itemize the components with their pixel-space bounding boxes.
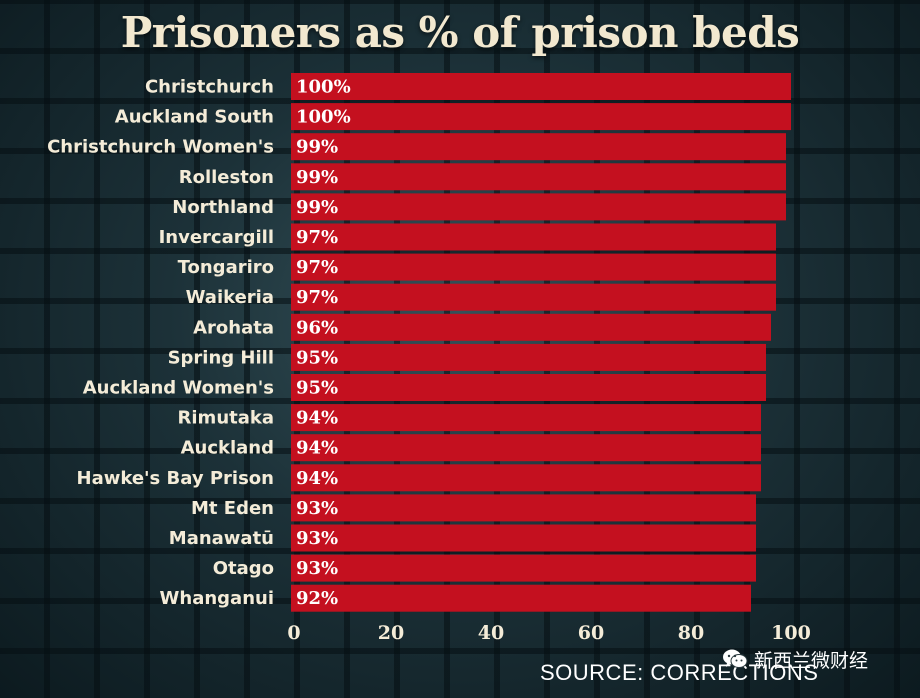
x-tick-label: 0	[287, 622, 300, 644]
bar	[291, 313, 771, 341]
category-label: Auckland South	[115, 107, 274, 128]
x-tick-label: 80	[678, 622, 704, 644]
category-label: Mt Eden	[191, 498, 274, 519]
bar	[291, 73, 791, 100]
bar	[291, 404, 761, 432]
value-label: 93%	[296, 558, 338, 579]
value-label: 93%	[296, 498, 338, 519]
bar	[291, 434, 761, 462]
category-label: Spring Hill	[168, 347, 274, 368]
category-label: Otago	[213, 558, 274, 579]
category-label: Manawatū	[169, 528, 274, 549]
category-label: Whanganui	[160, 588, 274, 609]
category-label: Waikeria	[186, 287, 274, 308]
category-label: Auckland	[181, 438, 274, 459]
bar	[291, 524, 756, 552]
value-label: 95%	[296, 347, 338, 368]
category-label: Christchurch Women's	[47, 137, 274, 158]
x-tick-label: 40	[478, 622, 504, 644]
bar	[291, 584, 751, 612]
value-label: 99%	[296, 197, 338, 218]
value-label: 97%	[296, 257, 338, 278]
chart-title: Prisoners as % of prison beds	[120, 8, 800, 57]
category-label: Rolleston	[179, 167, 274, 188]
category-label: Auckland Women's	[83, 378, 274, 399]
bar	[291, 343, 766, 371]
bar	[291, 103, 791, 131]
watermark: 新西兰微财经	[722, 645, 920, 673]
value-label: 99%	[296, 167, 338, 188]
category-label: Arohata	[193, 317, 274, 338]
bar	[291, 133, 786, 161]
bar	[291, 283, 776, 311]
x-tick-label: 20	[378, 622, 404, 644]
x-tick-label: 60	[578, 622, 604, 644]
value-label: 100%	[296, 107, 351, 128]
category-label: Hawke's Bay Prison	[77, 468, 274, 489]
value-label: 96%	[296, 317, 338, 338]
value-label: 97%	[296, 287, 338, 308]
bar	[291, 193, 786, 221]
value-label: 94%	[296, 408, 338, 429]
bar	[291, 253, 776, 281]
category-label: Rimutaka	[178, 408, 274, 429]
bar	[291, 494, 756, 522]
value-label: 97%	[296, 227, 338, 248]
bar	[291, 374, 766, 401]
value-label: 93%	[296, 528, 338, 549]
category-label: Invercargill	[159, 227, 274, 248]
bar	[291, 554, 756, 582]
wechat-icon	[722, 648, 748, 670]
category-label: Tongariro	[178, 257, 274, 278]
x-tick-label: 100	[771, 622, 811, 644]
bar	[291, 163, 786, 191]
bar	[291, 223, 776, 251]
value-label: 94%	[296, 438, 338, 459]
value-label: 92%	[296, 588, 338, 609]
value-label: 99%	[296, 137, 338, 158]
watermark-text: 新西兰微财经	[754, 649, 869, 672]
source-note: SOURCE: CORRECTIONS	[540, 660, 819, 685]
value-label: 100%	[296, 77, 351, 98]
value-label: 94%	[296, 468, 338, 489]
category-label: Northland	[172, 197, 274, 218]
value-label: 95%	[296, 378, 338, 399]
bar	[291, 464, 761, 492]
category-label: Christchurch	[145, 77, 274, 98]
